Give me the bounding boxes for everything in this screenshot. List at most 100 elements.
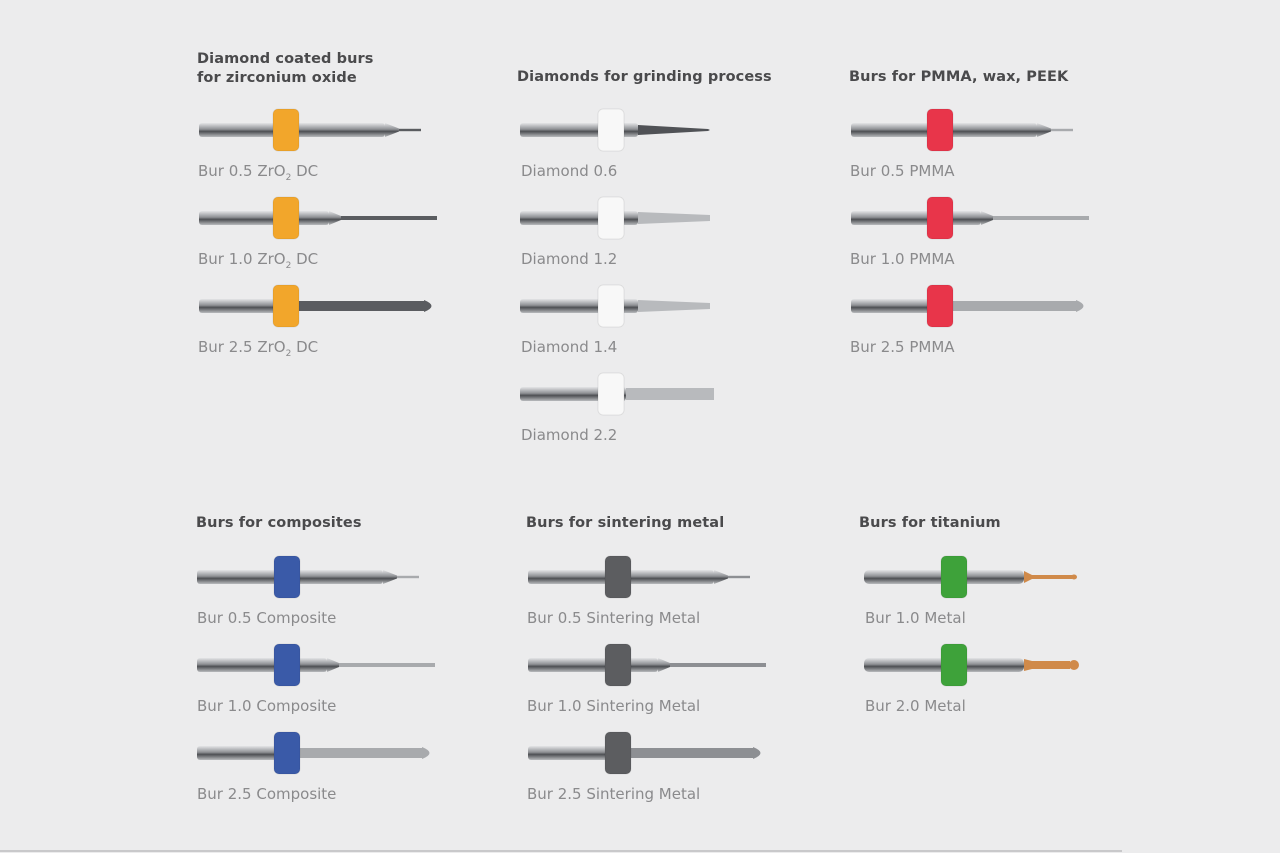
group-heading: Burs for titanium <box>859 514 1001 533</box>
color-ring <box>926 108 954 152</box>
label-text: Bur 1.0 Sintering Metal <box>527 697 701 715</box>
label-text: Diamond 1.2 <box>521 250 618 268</box>
label-text: Bur 0.5 ZrO <box>198 162 286 180</box>
bur-image <box>851 108 1073 152</box>
bur-tip <box>339 663 435 667</box>
label-subscript: 2 <box>285 173 292 183</box>
label-text: Bur 0.5 Sintering Metal <box>527 609 701 627</box>
bur-image <box>520 372 714 416</box>
heading-line: Diamonds for grinding process <box>517 69 772 85</box>
label-suffix: DC <box>291 162 319 180</box>
bur-image <box>199 284 432 328</box>
color-ring <box>940 555 968 599</box>
bur-image <box>520 108 710 152</box>
bur-label: Bur 1.0 ZrO2 DC <box>198 250 318 271</box>
color-ring <box>272 284 300 328</box>
bur-label: Bur 2.5 ZrO2 DC <box>198 338 318 359</box>
bur-tip <box>1024 571 1072 583</box>
label-text: Bur 0.5 Composite <box>197 609 337 627</box>
bur-image <box>864 555 1077 599</box>
bur-tip <box>638 125 710 135</box>
color-ring <box>597 196 625 240</box>
bur-tip <box>638 300 710 312</box>
label-text: Bur 1.0 ZrO <box>198 250 286 268</box>
label-text: Bur 2.5 PMMA <box>850 338 955 356</box>
group-heading: Burs for sintering metal <box>526 514 724 533</box>
bur-label: Bur 1.0 PMMA <box>850 250 955 268</box>
label-text: Bur 1.0 Metal <box>865 609 966 627</box>
bur-label: Bur 2.5 PMMA <box>850 338 955 356</box>
color-ring <box>604 555 632 599</box>
bur-label: Diamond 2.2 <box>521 426 617 444</box>
group-heading: Diamonds for grinding process <box>517 68 772 87</box>
bur-tip <box>397 575 419 579</box>
color-ring <box>604 731 632 775</box>
color-ring <box>597 284 625 328</box>
label-suffix: DC <box>291 250 319 268</box>
label-text: Diamond 2.2 <box>521 426 618 444</box>
color-ring <box>273 643 301 687</box>
heading-line: Burs for sintering metal <box>526 515 725 531</box>
bur-image <box>520 196 710 240</box>
bur-tip <box>299 301 424 311</box>
bur-image <box>851 284 1084 328</box>
bur-label: Bur 1.0 Metal <box>865 609 966 627</box>
heading-line: Diamond coated burs <box>197 51 374 67</box>
color-ring <box>926 196 954 240</box>
bur-image <box>851 196 1089 240</box>
color-ring <box>272 196 300 240</box>
bur-image <box>528 555 750 599</box>
bur-label: Bur 0.5 ZrO2 DC <box>198 162 318 183</box>
bur-tip <box>628 748 753 758</box>
bur-label: Bur 1.0 Sintering Metal <box>527 697 700 715</box>
bur-tip <box>297 748 422 758</box>
bur-label: Bur 1.0 Composite <box>197 697 336 715</box>
bur-tip <box>1024 659 1070 671</box>
color-ring <box>597 108 625 152</box>
group-heading: Burs for composites <box>196 514 362 533</box>
divider <box>0 850 1122 852</box>
bur-image <box>197 643 435 687</box>
bur-tip <box>341 216 437 220</box>
bur-tip <box>1051 128 1073 132</box>
group-heading: Diamond coated burs for zirconium oxide <box>197 50 374 88</box>
bur-image <box>199 108 421 152</box>
color-ring <box>604 643 632 687</box>
bur-label: Bur 2.5 Composite <box>197 785 336 803</box>
label-text: Bur 2.5 ZrO <box>198 338 286 356</box>
bur-tip <box>728 575 750 579</box>
bur-label: Diamond 1.4 <box>521 338 617 356</box>
color-ring <box>926 284 954 328</box>
bur-image <box>197 555 419 599</box>
bur-label: Bur 0.5 Composite <box>197 609 336 627</box>
heading-line: for zirconium oxide <box>197 70 357 86</box>
bur-tip <box>399 128 421 132</box>
label-text: Bur 1.0 Composite <box>197 697 337 715</box>
group-heading: Burs for PMMA, wax, PEEK <box>849 68 1068 87</box>
label-text: Bur 2.5 Sintering Metal <box>527 785 701 803</box>
bur-tip <box>638 212 710 224</box>
bur-image <box>197 731 430 775</box>
bur-label: Diamond 0.6 <box>521 162 617 180</box>
bur-image <box>520 284 710 328</box>
bur-label: Bur 0.5 Sintering Metal <box>527 609 700 627</box>
bur-tip <box>993 216 1089 220</box>
label-text: Bur 1.0 PMMA <box>850 250 955 268</box>
bur-image <box>528 643 766 687</box>
bur-tip <box>951 301 1076 311</box>
bur-label: Diamond 1.2 <box>521 250 617 268</box>
label-text: Bur 2.0 Metal <box>865 697 966 715</box>
bur-tip <box>670 663 766 667</box>
bur-label: Bur 0.5 PMMA <box>850 162 955 180</box>
label-text: Bur 2.5 Composite <box>197 785 337 803</box>
bur-label: Bur 2.0 Metal <box>865 697 966 715</box>
label-subscript: 2 <box>285 261 292 271</box>
label-text: Diamond 1.4 <box>521 338 618 356</box>
label-text: Bur 0.5 PMMA <box>850 162 955 180</box>
bur-tip <box>626 388 714 400</box>
color-ring <box>597 372 625 416</box>
label-text: Diamond 0.6 <box>521 162 618 180</box>
label-subscript: 2 <box>285 349 292 359</box>
color-ring <box>272 108 300 152</box>
label-suffix: DC <box>291 338 319 356</box>
